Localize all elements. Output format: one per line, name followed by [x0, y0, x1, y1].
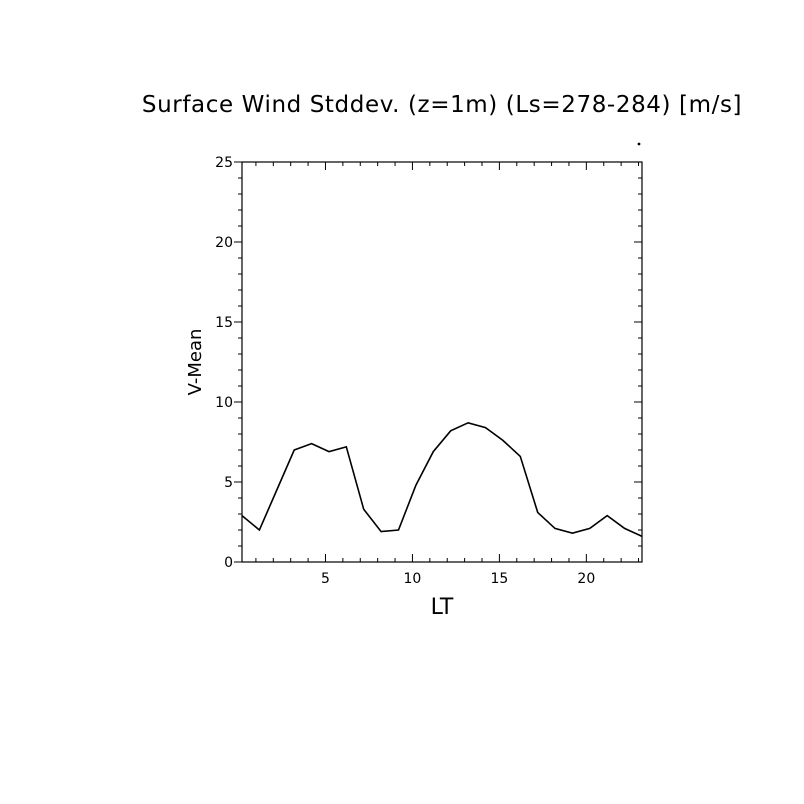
- y-tick-label: 20: [215, 235, 233, 251]
- chart-title: Surface Wind Stddev. (z=1m) (Ls=278-284)…: [142, 92, 742, 118]
- data-point: [606, 514, 608, 516]
- y-tick-label: 10: [215, 395, 233, 411]
- data-point: [519, 455, 521, 457]
- x-tick-label: 5: [321, 571, 330, 587]
- y-tick-label: 5: [224, 475, 233, 491]
- data-point: [571, 532, 573, 534]
- data-point: [415, 484, 417, 486]
- data-point: [641, 535, 643, 537]
- data-point: [467, 422, 469, 424]
- data-point: [536, 511, 538, 513]
- data-point: [293, 449, 295, 451]
- series-line: [241, 421, 643, 538]
- data-point: [363, 508, 365, 510]
- plot-frame: [241, 161, 643, 563]
- data-point: [258, 529, 260, 531]
- data-point: [328, 450, 330, 452]
- data-point: [554, 527, 556, 529]
- plot-area: 5 10 15 20 0 5 10 15 20 25: [215, 142, 643, 587]
- x-axis-title: LT: [431, 595, 454, 620]
- data-point: [380, 530, 382, 532]
- x-tick-label: 20: [577, 571, 595, 587]
- x-tick-label: 15: [490, 571, 508, 587]
- data-point: [241, 514, 243, 516]
- y-tick-label: 0: [224, 555, 233, 571]
- data-point: [623, 527, 625, 529]
- data-point: [589, 527, 591, 529]
- y-axis-title: V-Mean: [185, 329, 206, 396]
- data-point: [484, 426, 486, 428]
- data-point: [276, 489, 278, 491]
- corner-dot: [637, 142, 641, 146]
- data-point: [310, 442, 312, 444]
- data-point: [449, 430, 451, 432]
- x-tick-label: 10: [404, 571, 422, 587]
- y-tick-label: 15: [215, 315, 233, 331]
- data-point: [432, 450, 434, 452]
- data-point: [502, 439, 504, 441]
- y-tick-label: 25: [215, 155, 233, 171]
- data-point: [397, 529, 399, 531]
- data-point: [345, 446, 347, 448]
